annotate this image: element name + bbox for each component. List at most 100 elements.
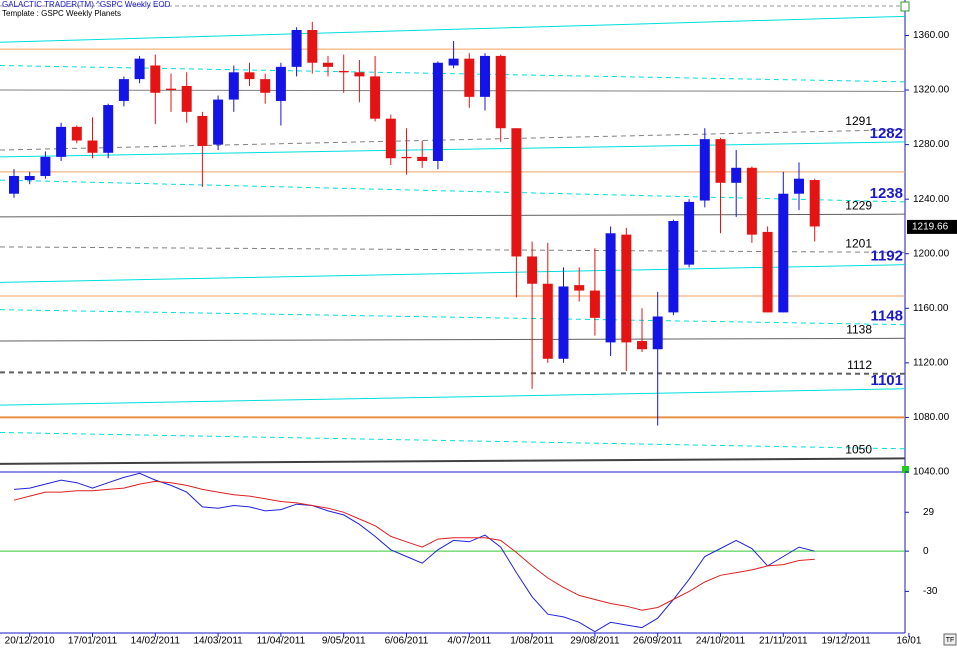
- last-price-tag: [907, 219, 957, 234]
- candle-body: [794, 178, 804, 194]
- oscillator-line: [13, 480, 815, 611]
- x-tick-label: 1/08/2011: [510, 636, 554, 647]
- candle-body: [213, 99, 224, 145]
- candle-body: [495, 55, 506, 129]
- x-tick-label: 29/08/2011: [570, 636, 620, 647]
- candle-body: [40, 156, 51, 176]
- x-tick-label: 26/09/2011: [633, 636, 683, 647]
- candle-body: [118, 79, 129, 101]
- candle-body: [746, 167, 757, 235]
- y-tick-label: 1360.00: [913, 30, 950, 41]
- planet-line: [0, 431, 906, 450]
- candle-body: [150, 65, 161, 93]
- y-tick-label: 1120.00: [913, 358, 949, 369]
- last-price-label: 1219.66: [912, 222, 949, 233]
- x-tick-label: 6/06/2011: [385, 636, 429, 647]
- y-tick-label: 1320.00: [913, 85, 950, 96]
- x-tick-label: 14/02/2011: [131, 636, 181, 647]
- candle-body: [134, 58, 145, 80]
- candle-body: [527, 256, 538, 284]
- candle-body: [809, 180, 820, 227]
- candle-body: [24, 175, 35, 181]
- candle-body: [338, 70, 349, 73]
- candle-body: [778, 193, 789, 313]
- planet-line-label: 1112: [847, 358, 872, 372]
- x-tick-label: 14/03/2011: [193, 636, 243, 647]
- candle-body: [401, 156, 412, 159]
- candle-body: [354, 72, 365, 77]
- candle-body: [370, 76, 381, 119]
- candle-body: [166, 88, 176, 91]
- candle-body: [480, 55, 490, 97]
- x-tick-label: 20/12/2010: [5, 636, 55, 647]
- candle-body: [511, 128, 522, 257]
- candle-body: [542, 283, 553, 359]
- candle-body: [448, 58, 459, 66]
- x-tick-label: 16/01: [896, 636, 921, 647]
- y-tick-label: -30: [923, 586, 938, 597]
- planet-line: [0, 179, 906, 203]
- candle-body: [558, 286, 569, 359]
- x-tick-label: 17/01/2011: [68, 636, 118, 647]
- planet-line-label: 1148: [870, 308, 903, 325]
- x-tick-label: 24/10/2011: [696, 636, 746, 647]
- planet-line-label: 1238: [870, 185, 903, 202]
- chart-subtitle: Template : GSPC Weekly Planets: [2, 9, 121, 18]
- candle-body: [574, 285, 585, 291]
- y-tick-label: 29: [923, 507, 935, 518]
- panel-marker: [902, 466, 909, 473]
- planet-line-label: 1101: [870, 372, 903, 389]
- candle-body: [9, 175, 19, 194]
- planet-line: [0, 371, 906, 375]
- candle-body: [228, 72, 239, 100]
- planet-line-label: 1201: [845, 237, 872, 251]
- chart-title: GALACTIC TRADER(TM) ^GSPC Weekly EOD: [2, 0, 171, 9]
- candle-body: [307, 30, 318, 63]
- planet-line: [0, 264, 906, 283]
- candle-body: [56, 126, 67, 157]
- candle-body: [699, 139, 710, 201]
- planet-line: [0, 15, 906, 43]
- panel-button[interactable]: [900, 1, 910, 12]
- candle-body: [432, 62, 443, 161]
- candle-body: [385, 118, 396, 159]
- planet-line-label: 1291: [845, 114, 872, 128]
- y-tick-label: 0: [923, 546, 929, 557]
- planet-line: [0, 337, 906, 342]
- candle-body: [197, 115, 208, 146]
- x-tick-label: 4/07/2011: [447, 636, 491, 647]
- candle-body: [71, 126, 82, 141]
- planet-line: [0, 388, 906, 406]
- candle-body: [275, 66, 286, 101]
- candle-body: [244, 72, 255, 80]
- tf-button-label: TF: [946, 637, 955, 644]
- planet-line: [0, 309, 906, 326]
- tf-button[interactable]: [943, 633, 957, 646]
- candle-body: [762, 231, 773, 313]
- planet-line: [0, 246, 906, 253]
- candle-body: [87, 140, 98, 153]
- candle-body: [621, 234, 632, 343]
- planet-line-label: 1138: [846, 322, 872, 336]
- y-tick-label: 1080.00: [913, 412, 950, 423]
- y-tick-label: 1040.00: [913, 467, 950, 478]
- planet-line-label: 1050: [845, 443, 872, 457]
- planet-line-label: 1192: [870, 248, 903, 265]
- planet-line: [0, 64, 906, 83]
- candle-body: [715, 139, 726, 183]
- oscillator-line: [13, 472, 815, 633]
- x-tick-label: 9/05/2011: [322, 636, 366, 647]
- planet-line-label: 1282: [870, 125, 903, 142]
- candle-body: [323, 62, 333, 67]
- candle-body: [637, 341, 647, 350]
- candle-body: [668, 220, 679, 313]
- candle-body: [605, 233, 616, 343]
- planet-line: [0, 457, 906, 465]
- x-tick-label: 11/04/2011: [257, 636, 306, 647]
- candle-body: [260, 79, 271, 93]
- candle-body: [464, 58, 475, 97]
- x-tick-label: 19/12/2011: [821, 636, 871, 647]
- candle-body: [181, 85, 192, 112]
